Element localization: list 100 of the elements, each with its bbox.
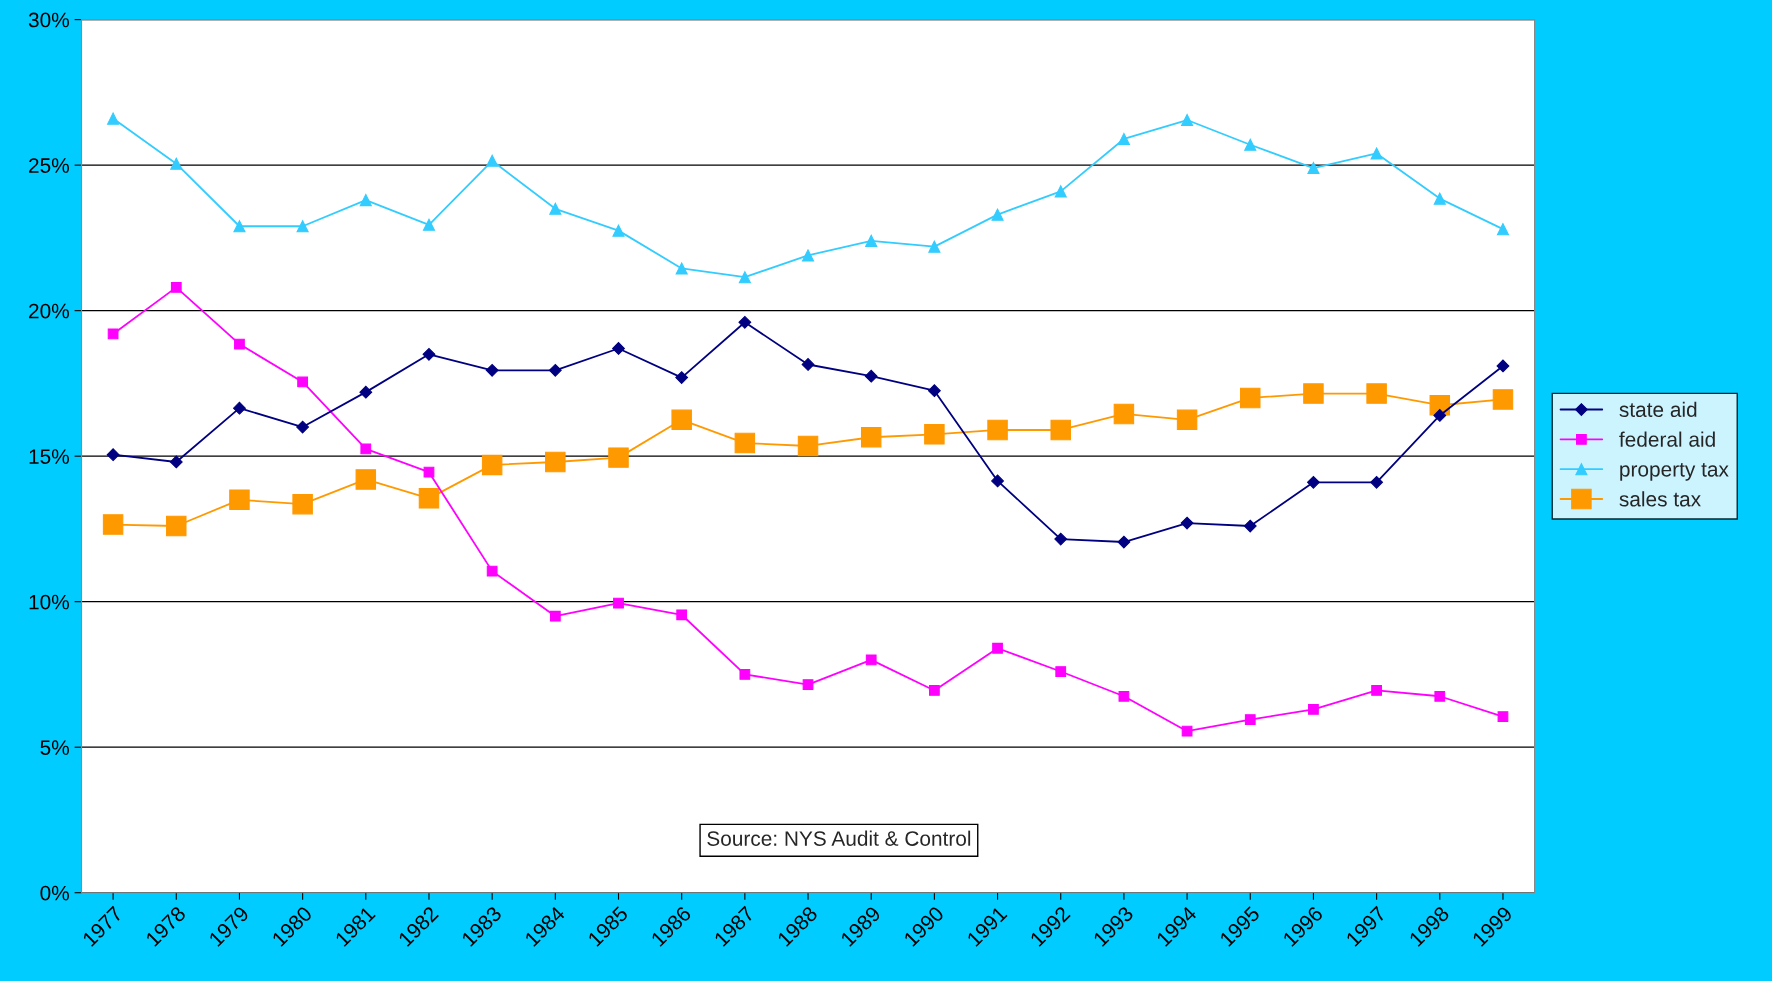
point xyxy=(549,610,561,622)
point xyxy=(864,369,878,383)
legend-label: federal aid xyxy=(1619,431,1715,447)
point xyxy=(545,451,566,473)
point xyxy=(297,376,309,388)
point xyxy=(992,642,1003,654)
point xyxy=(801,249,815,262)
point xyxy=(738,271,751,284)
y-tick-label: 20% xyxy=(29,303,69,319)
point xyxy=(734,432,756,454)
point xyxy=(296,420,310,434)
point xyxy=(739,669,751,680)
point xyxy=(987,419,1008,441)
point xyxy=(1054,532,1068,546)
point xyxy=(1307,161,1320,175)
point xyxy=(1244,714,1256,725)
point xyxy=(1497,711,1509,723)
point xyxy=(1055,666,1067,677)
point xyxy=(486,565,498,577)
point xyxy=(802,679,814,690)
y-tick-label: 10% xyxy=(29,594,69,610)
point xyxy=(355,469,377,490)
point xyxy=(1117,132,1130,146)
point xyxy=(485,363,499,377)
point xyxy=(170,281,182,293)
point xyxy=(671,409,692,431)
y-tick-label: 0% xyxy=(40,885,69,901)
point xyxy=(549,202,562,215)
point xyxy=(1181,725,1193,737)
point xyxy=(1496,359,1510,373)
point xyxy=(1180,516,1194,530)
point xyxy=(233,220,246,233)
legend-label: state aid xyxy=(1619,401,1697,417)
point xyxy=(1118,690,1130,702)
point xyxy=(676,609,688,621)
point xyxy=(102,514,124,535)
point xyxy=(359,193,372,207)
point xyxy=(612,342,625,355)
point xyxy=(612,224,625,237)
point xyxy=(1307,475,1320,489)
point xyxy=(418,488,440,509)
point xyxy=(608,447,629,468)
point xyxy=(1371,685,1382,696)
point xyxy=(107,112,120,125)
point xyxy=(233,401,246,415)
point xyxy=(292,493,313,515)
point xyxy=(1113,403,1135,425)
point xyxy=(1370,147,1383,160)
point xyxy=(801,358,815,371)
point xyxy=(229,489,250,511)
legend-label: sales tax xyxy=(1619,491,1701,507)
point xyxy=(991,208,1004,221)
point xyxy=(106,448,120,462)
point xyxy=(1054,185,1067,198)
point xyxy=(928,240,941,253)
point xyxy=(675,371,689,384)
point xyxy=(865,234,878,247)
y-tick-label: 5% xyxy=(40,740,69,755)
point xyxy=(296,220,309,233)
y-tick-label: 25% xyxy=(29,158,69,173)
point xyxy=(548,363,562,377)
point xyxy=(927,384,941,398)
point xyxy=(1370,475,1384,489)
point xyxy=(1181,113,1194,127)
point xyxy=(1243,519,1257,533)
point xyxy=(169,455,183,469)
point xyxy=(1496,223,1510,236)
point xyxy=(360,443,372,455)
point xyxy=(1366,383,1387,404)
point xyxy=(486,154,499,167)
legend-label: property tax xyxy=(1620,463,1729,481)
annotation: Source: NYS Audit & Control xyxy=(707,830,971,846)
point xyxy=(1434,690,1446,702)
point xyxy=(422,218,436,231)
point xyxy=(1303,383,1324,404)
point xyxy=(1176,409,1198,431)
point xyxy=(865,654,877,666)
point xyxy=(991,474,1004,488)
point xyxy=(1244,138,1257,151)
point xyxy=(170,157,183,170)
point xyxy=(929,685,940,696)
point xyxy=(422,347,436,361)
point xyxy=(1050,419,1071,441)
y-tick-label: 30% xyxy=(28,12,69,28)
point xyxy=(738,315,752,329)
point xyxy=(481,454,503,476)
point xyxy=(613,597,624,609)
point xyxy=(1492,389,1514,410)
y-tick-label: 15% xyxy=(29,449,69,464)
point xyxy=(1433,409,1447,422)
point xyxy=(675,262,688,275)
point xyxy=(359,385,373,399)
point xyxy=(1117,535,1131,549)
point xyxy=(1240,387,1261,409)
point xyxy=(797,435,819,457)
point xyxy=(860,427,882,448)
point xyxy=(1433,192,1446,205)
point xyxy=(1308,703,1319,715)
point xyxy=(166,515,187,537)
point xyxy=(234,338,245,350)
